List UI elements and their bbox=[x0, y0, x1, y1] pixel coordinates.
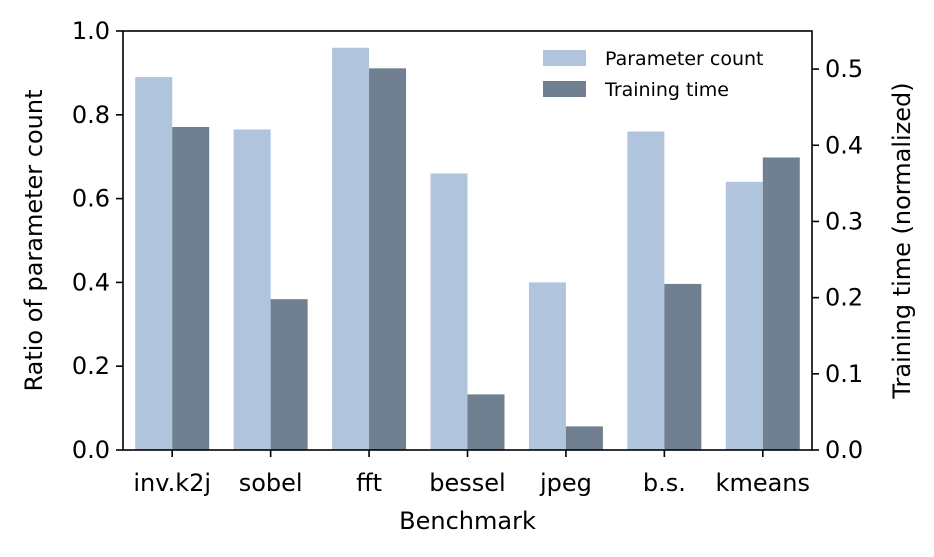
y2-tick-label: 0.2 bbox=[825, 284, 863, 312]
bar-parameter-count-4 bbox=[528, 282, 566, 450]
bar-parameter-count-6 bbox=[725, 181, 763, 450]
bar-training-time-0 bbox=[172, 126, 210, 451]
x-tick-label: b.s. bbox=[643, 469, 686, 497]
bar-parameter-count-1 bbox=[233, 129, 271, 450]
y-tick-label: 0.0 bbox=[72, 436, 110, 464]
bar-training-time-1 bbox=[270, 299, 308, 450]
bar-training-time-6 bbox=[762, 157, 800, 450]
legend-swatch-parameter-count bbox=[543, 50, 586, 66]
bar-parameter-count-2 bbox=[332, 47, 370, 450]
y-tick-label: 0.6 bbox=[72, 185, 110, 213]
x-tick-label: kmeans bbox=[716, 469, 810, 497]
x-tick-label: bessel bbox=[429, 469, 505, 497]
y2-axis-title: Training time (normalized) bbox=[888, 82, 916, 399]
y2-tick-label: 0.1 bbox=[825, 360, 863, 388]
y-axis-title: Ratio of parameter count bbox=[20, 89, 48, 391]
bar-parameter-count-5 bbox=[627, 131, 665, 450]
legend-label-parameter-count: Parameter count bbox=[605, 48, 764, 70]
y2-tick-label: 0.4 bbox=[825, 131, 863, 159]
bar-training-time-5 bbox=[664, 283, 702, 450]
bar-training-time-4 bbox=[565, 426, 603, 450]
x-axis-title: Benchmark bbox=[399, 507, 536, 535]
left-axis: 0.0 0.2 0.4 0.6 0.8 1.0 bbox=[72, 17, 123, 464]
bar-training-time-3 bbox=[467, 394, 505, 450]
legend: Parameter count Training time bbox=[543, 48, 764, 101]
x-axis: inv.k2j sobel fft bessel jpeg b.s. kmeans bbox=[133, 450, 810, 497]
x-tick-label: sobel bbox=[239, 469, 303, 497]
y2-tick-label: 0.0 bbox=[825, 436, 863, 464]
y-tick-label: 0.8 bbox=[72, 101, 110, 129]
legend-swatch-training-time bbox=[543, 81, 586, 97]
bar-parameter-count-0 bbox=[135, 77, 173, 450]
bars-layer bbox=[135, 47, 800, 451]
legend-label-training-time: Training time bbox=[604, 79, 729, 101]
y2-tick-label: 0.5 bbox=[825, 55, 863, 83]
y-tick-label: 0.4 bbox=[72, 268, 110, 296]
x-tick-label: inv.k2j bbox=[133, 469, 211, 497]
y-tick-label: 1.0 bbox=[72, 17, 110, 45]
x-tick-label: fft bbox=[356, 469, 382, 497]
bar-training-time-2 bbox=[369, 68, 407, 450]
x-tick-label: jpeg bbox=[539, 469, 592, 497]
y-tick-label: 0.2 bbox=[72, 352, 110, 380]
y2-tick-label: 0.3 bbox=[825, 207, 863, 235]
right-axis: 0.0 0.1 0.2 0.3 0.4 0.5 bbox=[812, 55, 863, 464]
bar-parameter-count-3 bbox=[430, 173, 468, 450]
